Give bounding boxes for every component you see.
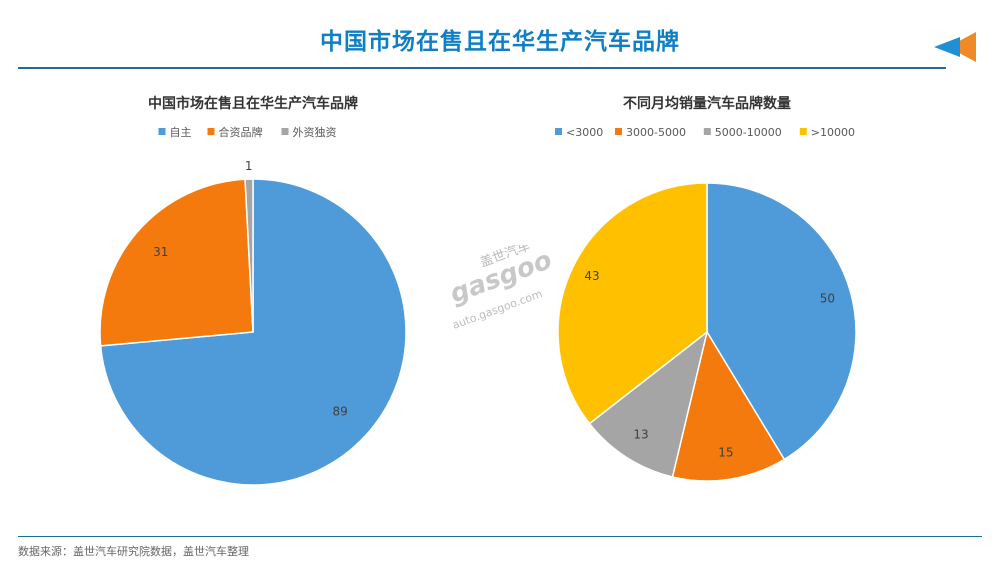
pie-slice xyxy=(588,330,709,478)
legend-swatch xyxy=(799,128,807,135)
data-label: 15 xyxy=(718,446,733,460)
data-label: 13 xyxy=(633,428,648,442)
legend-label: 自主 xyxy=(170,126,192,139)
data-label: 31 xyxy=(153,245,168,259)
chart-title: 中国市场在售且在华生产汽车品牌 xyxy=(148,95,358,112)
pie-slice xyxy=(244,178,254,333)
footer-source: 数据来源：盖世汽车研究院数据，盖世汽车整理 xyxy=(18,545,249,558)
legend-swatch xyxy=(703,128,711,135)
legend-label: 5000-10000 xyxy=(715,126,782,139)
legend-swatch xyxy=(207,128,215,135)
pie-slice xyxy=(671,330,786,482)
chart-pie-monthly-sales: 不同月均销量汽车品牌数量 <3000 3000-5000 5000-10000 >100… xyxy=(555,95,857,482)
data-label: 50 xyxy=(820,291,835,305)
data-label: 1 xyxy=(245,159,253,173)
title-divider xyxy=(18,67,946,69)
legend-label: 合资品牌 xyxy=(219,125,263,139)
legend-label: 3000-5000 xyxy=(626,126,686,139)
legend-swatch xyxy=(281,128,289,135)
watermark-logo: 盖世汽车 gasgoo auto.gasgoo.com xyxy=(446,245,556,332)
legend-label: <3000 xyxy=(566,126,603,139)
page-title: 中国市场在售且在华生产汽车品牌 xyxy=(320,29,680,55)
legend-swatch xyxy=(615,128,622,135)
legend-swatch xyxy=(158,128,166,135)
corner-arrow-icon xyxy=(934,32,976,62)
pie-slice xyxy=(706,182,857,461)
data-label: 89 xyxy=(333,405,348,419)
legend-label: >10000 xyxy=(811,126,855,139)
legend-swatch xyxy=(555,128,562,135)
legend-label: 外资独资 xyxy=(293,126,337,139)
pie-slice xyxy=(99,178,254,347)
chart-title: 不同月均销量汽车品牌数量 xyxy=(623,95,791,112)
data-label: 43 xyxy=(584,269,599,283)
footer-divider xyxy=(18,536,982,537)
pie-slice xyxy=(557,182,708,425)
